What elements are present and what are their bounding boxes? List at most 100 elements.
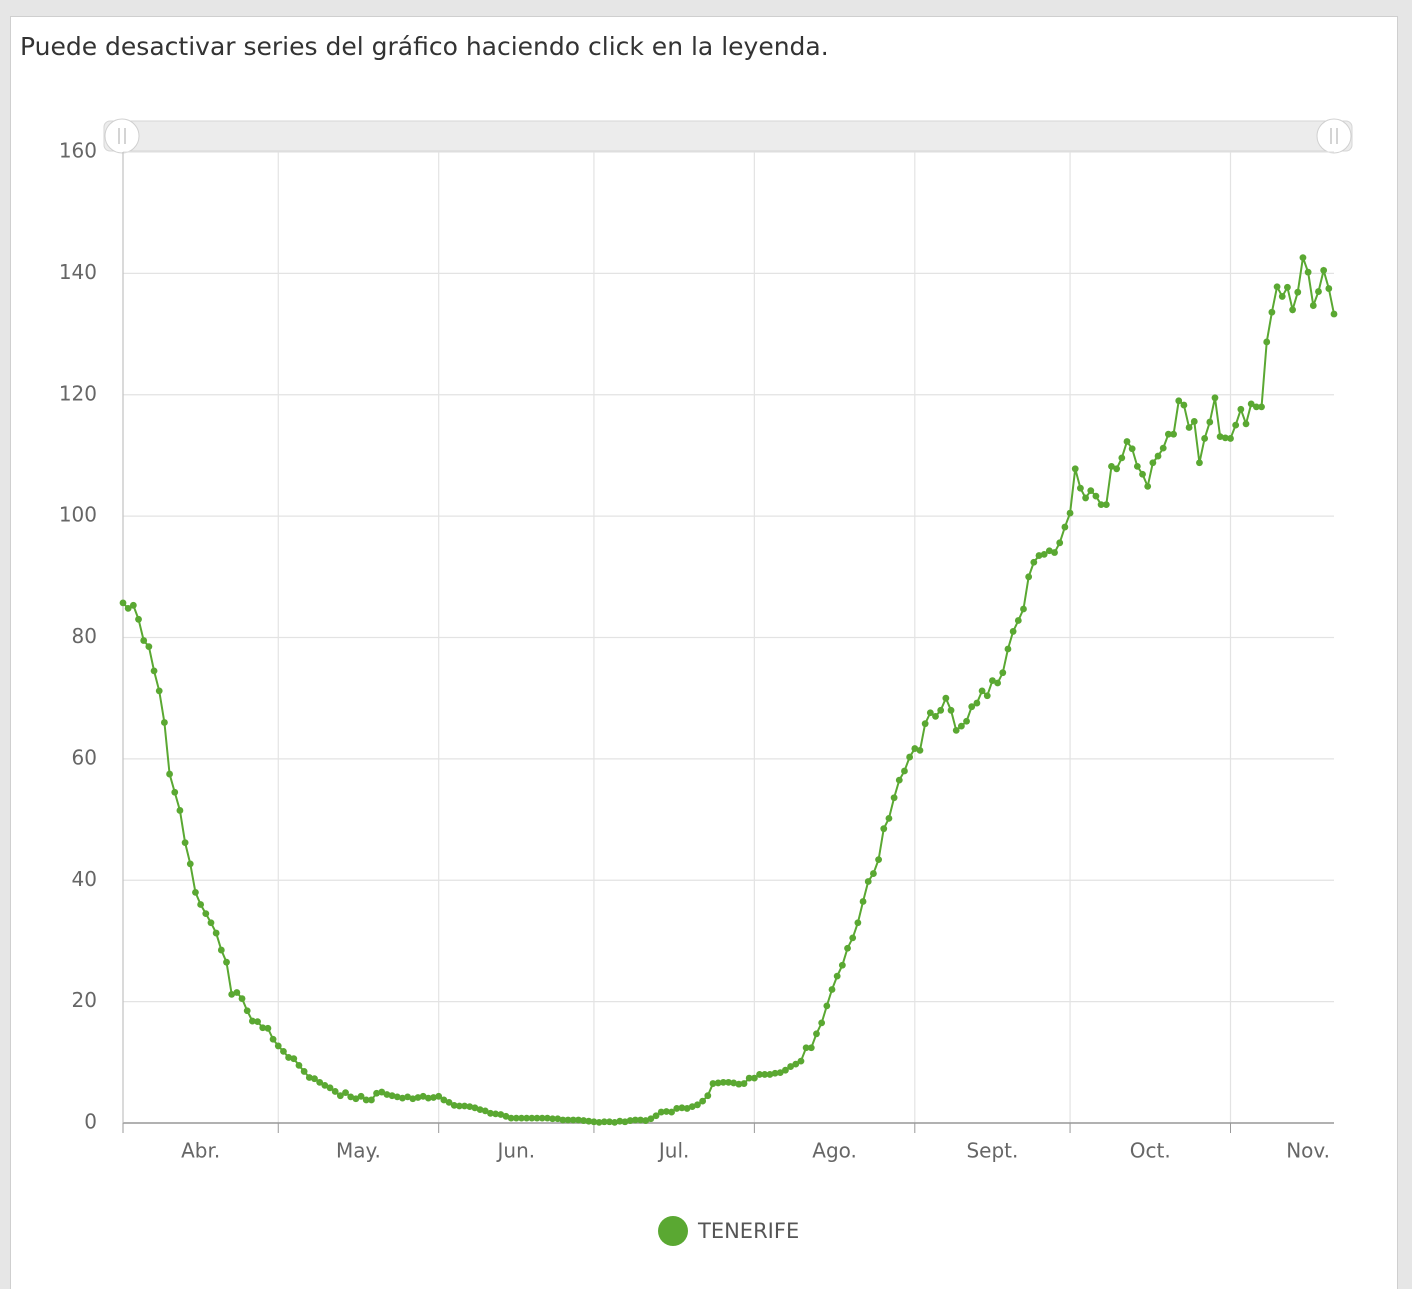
data-point: [1087, 487, 1095, 495]
data-point: [637, 1116, 644, 1124]
data-point: [942, 694, 950, 702]
data-point: [631, 1116, 639, 1124]
data-point: [616, 1117, 624, 1125]
data-point: [1149, 459, 1157, 467]
data-point: [590, 1118, 598, 1126]
data-point: [766, 1071, 774, 1078]
data-point: [1196, 459, 1203, 467]
data-point: [725, 1078, 732, 1086]
data-point: [502, 1112, 510, 1120]
data-point: [300, 1068, 308, 1075]
data-point: [569, 1116, 577, 1124]
data-point: [1014, 617, 1022, 624]
data-point: [388, 1092, 396, 1100]
data-point: [838, 961, 846, 969]
data-point: [1320, 266, 1328, 274]
data-point: [947, 706, 955, 714]
caption: Puede desactivar series del gráfico haci…: [20, 32, 829, 61]
data-point: [688, 1103, 696, 1111]
data-point: [1035, 552, 1043, 559]
y-tick-label: 140: [59, 260, 97, 284]
data-point: [119, 599, 127, 607]
data-point: [1242, 420, 1250, 428]
data-point: [1102, 501, 1110, 508]
data-point: [331, 1088, 339, 1095]
data-point: [326, 1084, 334, 1092]
data-point: [1284, 283, 1291, 291]
data-point: [1263, 338, 1271, 346]
data-point: [274, 1042, 282, 1050]
data-point: [999, 669, 1007, 677]
data-point: [657, 1108, 665, 1116]
data-point: [699, 1097, 707, 1105]
data-point: [378, 1088, 386, 1096]
data-point: [1315, 288, 1322, 295]
data-point: [606, 1118, 613, 1126]
data-point: [404, 1093, 412, 1101]
x-tick-label: Jun.: [496, 1139, 536, 1163]
data-point: [761, 1071, 769, 1078]
data-point: [575, 1116, 582, 1124]
data-point: [859, 898, 867, 905]
data-point: [730, 1079, 738, 1087]
data-point: [854, 919, 862, 927]
data-point: [435, 1092, 443, 1100]
data-point: [512, 1114, 520, 1122]
data-point: [642, 1117, 650, 1124]
data-point: [735, 1080, 743, 1088]
data-point: [1170, 430, 1177, 438]
data-point: [383, 1091, 391, 1098]
data-point: [450, 1102, 458, 1109]
data-point: [1071, 465, 1079, 473]
data-point: [678, 1104, 686, 1112]
data-point: [807, 1044, 815, 1052]
data-point: [1020, 605, 1027, 613]
data-point: [704, 1092, 712, 1100]
data-point: [662, 1108, 670, 1115]
data-point: [880, 825, 888, 833]
data-point: [1082, 494, 1089, 502]
data-point: [1299, 254, 1307, 261]
data-point: [1066, 509, 1074, 517]
data-point: [652, 1112, 660, 1120]
data-point: [782, 1066, 789, 1074]
data-point: [538, 1114, 546, 1122]
legend-item[interactable]: TENERIFE: [658, 1216, 799, 1246]
data-point: [1004, 645, 1012, 653]
data-point: [1227, 435, 1234, 442]
data-point: [1040, 550, 1048, 558]
data-point: [336, 1092, 344, 1100]
navigator-handle[interactable]: [1316, 118, 1352, 154]
data-point: [621, 1118, 629, 1126]
navigator-handle[interactable]: [104, 118, 140, 154]
data-point: [818, 1019, 826, 1027]
data-point: [455, 1102, 463, 1110]
data-point: [647, 1115, 655, 1123]
data-point: [673, 1105, 681, 1112]
data-point: [295, 1061, 303, 1069]
y-tick-label: 60: [72, 745, 97, 769]
data-point: [523, 1114, 531, 1122]
data-point: [901, 767, 908, 775]
data-point: [264, 1024, 272, 1032]
y-tick-label: 20: [72, 988, 97, 1012]
data-point: [352, 1095, 360, 1103]
data-point: [217, 946, 225, 954]
data-point: [362, 1096, 370, 1104]
data-point: [844, 944, 851, 952]
data-point: [963, 717, 970, 725]
data-point: [683, 1105, 691, 1112]
data-point: [430, 1094, 437, 1101]
data-point: [321, 1081, 329, 1089]
data-point: [833, 972, 841, 980]
data-point: [342, 1089, 349, 1097]
data-point: [461, 1102, 468, 1110]
data-point: [373, 1089, 380, 1097]
data-point: [813, 1030, 820, 1038]
data-point: [1294, 288, 1302, 296]
data-point: [347, 1093, 355, 1101]
data-point: [875, 856, 882, 864]
data-point: [528, 1114, 536, 1122]
